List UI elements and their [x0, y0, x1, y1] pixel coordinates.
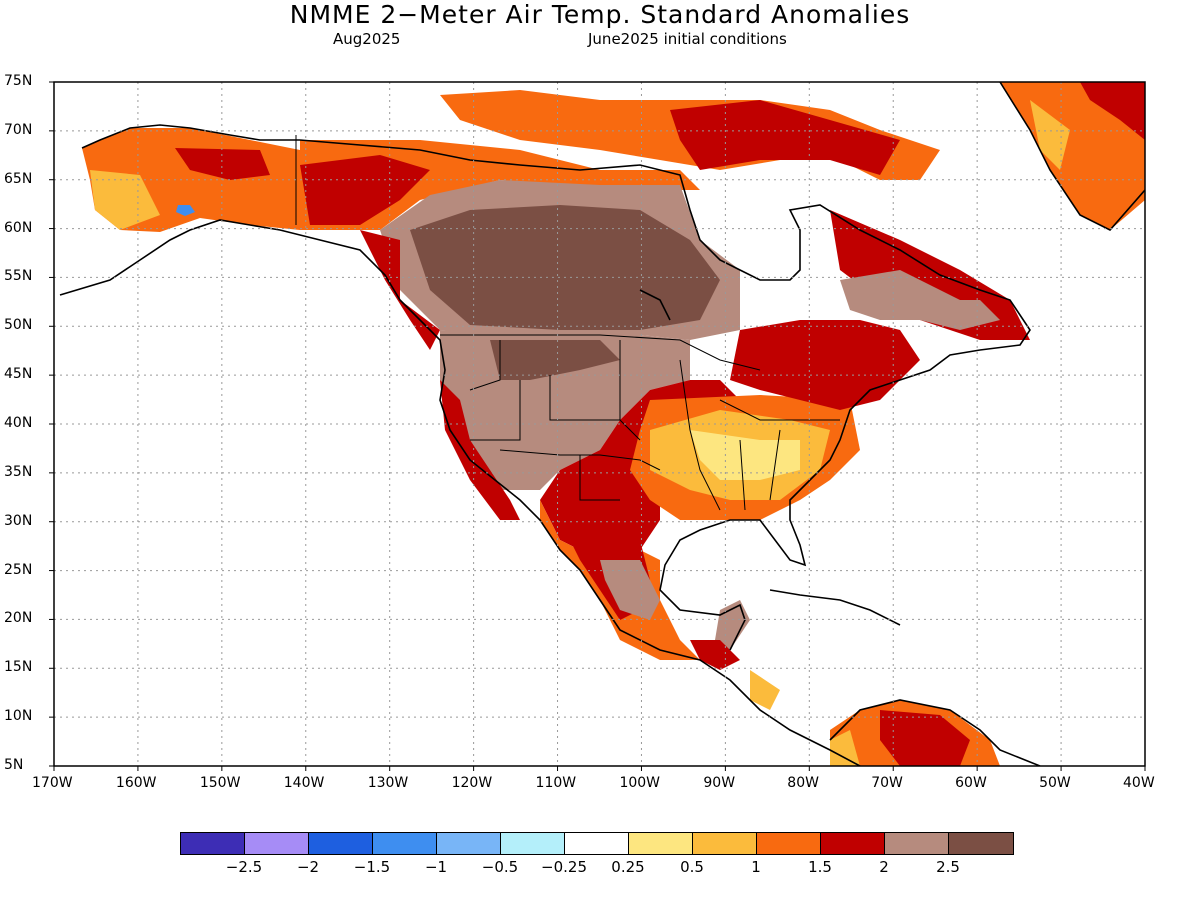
colorbar-swatch	[885, 833, 949, 854]
latitude-label: 20N	[4, 610, 33, 627]
latitude-label: 35N	[4, 463, 33, 480]
colorbar-label: −0.25	[541, 858, 587, 876]
colorbar-swatch	[501, 833, 565, 854]
longitude-label: 160W	[115, 775, 157, 791]
latitude-label: 50N	[4, 317, 33, 334]
longitude-label: 110W	[535, 775, 577, 791]
colorbar-label: −0.5	[481, 858, 519, 876]
colorbar-label: −2	[296, 858, 320, 876]
alaska-west	[90, 170, 160, 230]
gridlines	[54, 82, 1145, 766]
colorbar-swatch	[949, 833, 1013, 854]
south-america-red	[880, 710, 970, 766]
longitude-label: 60W	[955, 775, 987, 791]
colorbar-swatch	[373, 833, 437, 854]
colorbar-label: −2.5	[225, 858, 263, 876]
latitude-label: 25N	[4, 561, 33, 578]
longitude-label: 80W	[787, 775, 819, 791]
mexico-brown	[600, 560, 660, 620]
arctic-red	[670, 100, 900, 175]
latitude-label: 60N	[4, 219, 33, 236]
alaska-inner	[175, 148, 270, 180]
coastlines	[59, 82, 1145, 766]
colorbar-swatch	[693, 833, 757, 854]
latitude-label: 70N	[4, 121, 33, 138]
alaska-cold-spot	[176, 205, 195, 216]
longitude-label: 120W	[451, 775, 493, 791]
latitude-label: 75N	[4, 73, 33, 89]
colorbar-swatch	[565, 833, 629, 854]
colorbar-label: −1	[424, 858, 448, 876]
west-us-dark	[490, 340, 620, 380]
longitude-label: 70W	[871, 775, 903, 791]
central-america-red	[690, 640, 740, 670]
map-field	[59, 82, 1145, 766]
colorbar-label: 0.5	[680, 858, 704, 876]
latitude-label: 40N	[4, 415, 33, 431]
colorbar-label: 1.5	[808, 858, 832, 876]
colorbar-swatch	[245, 833, 309, 854]
valid-month: Aug2025	[333, 30, 401, 48]
initial-conditions: June2025 initial conditions	[588, 30, 787, 48]
greenland-red	[1080, 82, 1145, 140]
latitude-label: 65N	[4, 170, 33, 187]
southeast-yellow	[690, 430, 800, 480]
map-title: NMME 2−Meter Air Temp. Standard Anomalie…	[289, 0, 911, 29]
latitude-label: 15N	[4, 659, 33, 676]
colorbar-label: 2.5	[936, 858, 960, 876]
great-lakes-red	[730, 320, 920, 410]
colorbar	[180, 832, 1014, 855]
colorbar-label: −1.5	[353, 858, 391, 876]
colorbar-swatch	[309, 833, 373, 854]
colorbar-label: 1	[751, 858, 761, 876]
south-america-yellow	[830, 730, 860, 766]
colorbar-label: 0.25	[611, 858, 645, 876]
axis-ticks	[49, 81, 1146, 771]
latitude-label: 30N	[4, 512, 33, 529]
latitude-label: 5N	[4, 757, 24, 773]
colorbar-swatch	[629, 833, 693, 854]
colorbar-label: 2	[879, 858, 889, 876]
colorbar-swatch	[821, 833, 885, 854]
colorbar-swatch	[181, 833, 245, 854]
nwt-red	[300, 155, 430, 225]
colorbar-swatch	[757, 833, 821, 854]
colorbar-swatch	[437, 833, 501, 854]
canada-interior-dark-brown	[410, 205, 720, 330]
longitude-label: 130W	[367, 775, 409, 791]
latitude-label: 45N	[4, 366, 33, 383]
longitude-label: 100W	[619, 775, 661, 791]
longitude-label: 50W	[1039, 775, 1071, 791]
latitude-label: 10N	[4, 708, 33, 725]
latitude-label: 55N	[4, 268, 33, 285]
longitude-label: 40W	[1123, 775, 1155, 791]
greenland-light	[1030, 100, 1070, 170]
longitude-label: 140W	[283, 775, 325, 791]
longitude-label: 170W	[32, 775, 73, 791]
central-america-yellow	[750, 670, 780, 710]
longitude-label: 90W	[703, 775, 736, 791]
longitude-label: 150W	[199, 775, 241, 791]
